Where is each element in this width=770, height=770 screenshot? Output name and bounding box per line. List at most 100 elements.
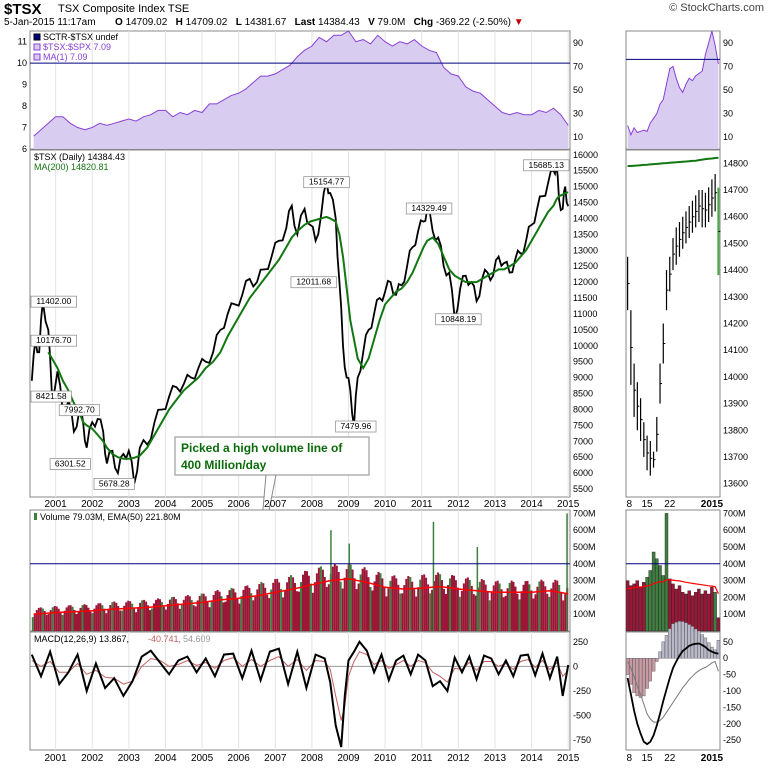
volume-bar: [510, 580, 513, 631]
y-tick-label: 9500: [573, 357, 593, 367]
annotation-box: [405, 202, 453, 215]
quote-date: 5-Jan-2015 11:17am: [4, 17, 96, 28]
volume-bar: [423, 574, 426, 631]
volume-bar: [429, 593, 432, 631]
zoom-macd-histogram-bar: [664, 635, 669, 659]
volume-bar: [254, 596, 257, 631]
volume-bar: [39, 607, 42, 631]
zoom-volume-bar: [690, 595, 695, 632]
zoom-volume-bar: [697, 588, 701, 632]
zoom-volume-bar: [638, 587, 643, 632]
y-tick-label: 0: [573, 661, 578, 671]
x-axes: 2001 2002 2003 2004 2005 2006 2007 2008 2009 2010…: [45, 499, 724, 764]
annotation-box: [523, 159, 570, 172]
volume-bar: [200, 593, 203, 631]
volume-bar: [262, 583, 265, 631]
legend-swatch: [33, 53, 41, 61]
volume-bar: [139, 602, 142, 631]
zoom-volume-bar: [648, 570, 652, 632]
annotation-box: [30, 295, 77, 308]
y-tick-label: 7500: [573, 420, 593, 430]
y-tick-label: 7000: [573, 436, 593, 446]
zoom-macd-histogram-bar: [658, 651, 662, 659]
volume-bar: [468, 580, 471, 631]
volume-bar: [379, 573, 382, 631]
annotation-box: [435, 313, 482, 326]
x-tick-label: 2001: [45, 499, 68, 510]
volume-bar: [397, 584, 400, 631]
volume-bar: [298, 591, 300, 631]
legend-signal: -40.741,: [148, 634, 181, 644]
zoom-volume-bar: [707, 593, 711, 632]
volume-bar: [71, 606, 74, 631]
y-tick-label: 500M: [573, 542, 596, 552]
volume-bar: [81, 605, 84, 631]
volume-bar: [67, 605, 70, 631]
y-tick-label: 10000: [573, 341, 598, 351]
volume-bar: [560, 591, 563, 631]
sctr-area: [33, 31, 569, 149]
volume-bar: [306, 571, 308, 631]
y-tick-label: 13700: [723, 452, 748, 462]
y-tick-label: 8: [22, 101, 27, 111]
zoom-macd-histogram-bar: [635, 658, 639, 697]
volume-bar: [435, 574, 438, 631]
volume-bar: [121, 610, 124, 631]
volume-bar: [530, 590, 533, 631]
volume-bar: [399, 593, 402, 631]
volume-bar: [162, 606, 165, 631]
volume-bar: [155, 599, 157, 631]
zoom-x-tick-label: 15: [642, 753, 654, 764]
volume-bar: [302, 574, 304, 631]
sctr-panel: 11 10 9 8 7 6 90 70 50 30 10 SCTR-$TSX undef$TSX:$S…: [17, 30, 583, 154]
volume-bar: [93, 608, 96, 631]
y-tick-label: 14000: [723, 372, 748, 382]
volume-bar: [59, 612, 62, 631]
volume-bar: [186, 595, 189, 631]
volume-bar: [385, 596, 388, 631]
volume-bar: [309, 583, 312, 631]
annotation-box: [30, 334, 77, 347]
volume-bar: [290, 575, 293, 631]
volume-bar: [447, 585, 449, 631]
zoom-macd-histogram-bar: [681, 621, 685, 659]
volume-bar: [57, 608, 60, 631]
volume-bar: [216, 590, 219, 631]
volume-bar: [315, 573, 318, 631]
volume-bar: [478, 581, 481, 631]
volume-bar: [353, 578, 356, 631]
volume-bar: [538, 581, 541, 631]
zoom-sctr-area: [627, 31, 719, 149]
volume-bar: [190, 599, 193, 631]
annotation-label: 15685.13: [528, 160, 564, 170]
volume-bar: [345, 569, 348, 631]
y-tick-label: 15000: [573, 182, 598, 192]
volume-bar: [445, 593, 447, 631]
volume-bar: [85, 605, 88, 631]
volume-bar: [311, 592, 314, 631]
volume-bar: [274, 579, 277, 631]
zoom-macd-histogram-bar: [655, 658, 659, 662]
y-tick-label: 14000: [573, 213, 598, 223]
annotation-box: [303, 176, 350, 189]
volume-bar: [145, 601, 148, 631]
ma200-series: [47, 191, 569, 460]
zoom-volume-bar: [694, 592, 698, 632]
volume-bar: [552, 582, 555, 631]
x-tick-label: 2003: [118, 499, 141, 510]
zoom-x-tick-label: 2015: [701, 499, 724, 510]
annotation-label: 7992.70: [64, 405, 95, 415]
volume-bar: [105, 613, 108, 631]
volume-bar: [526, 580, 529, 631]
volume-bar: [202, 593, 205, 631]
volume-bar: [125, 602, 128, 631]
macd-frame: [29, 631, 571, 751]
y-tick-label: 600M: [573, 525, 596, 535]
zoom-volume-bar: [642, 582, 646, 632]
volume-bar: [381, 578, 384, 631]
volume-bar: [464, 578, 467, 631]
volume-bar: [45, 614, 48, 631]
x-tick-label: 2015: [557, 753, 580, 764]
y-tick-label: 14200: [723, 319, 748, 329]
x-tick-label: 2002: [81, 753, 104, 764]
